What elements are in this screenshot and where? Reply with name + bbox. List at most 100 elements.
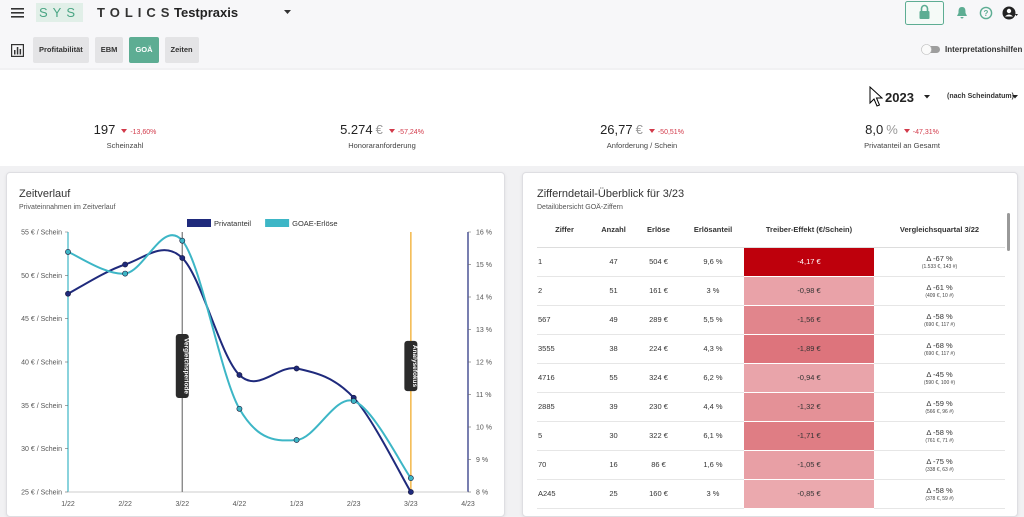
table-cell: 4,3 % [682,334,744,364]
table-cell: 4716 [537,363,592,393]
column-header: Erlöse [635,213,682,248]
x-tick-label: 2/22 [118,501,132,508]
comparison-detail: (761 €, 71 #) [925,437,954,444]
chart-card: Zeitverlauf Privateinnahmen im Zeitverla… [6,172,505,517]
comparison-detail: (566 €, 96 #) [925,408,954,415]
chart-icon[interactable] [11,44,24,57]
kpi-line: 26,77 € -50,51% [522,122,762,139]
practice-selector[interactable]: Testpraxis [174,5,239,20]
table-cell: 160 € [635,479,682,509]
data-point [293,365,300,372]
scrollbar[interactable] [1007,213,1010,251]
table-cell: 5 [537,421,592,451]
comparison-cell: Δ -68 % (690 €, 117 #) [874,334,1005,364]
dropdown-caret[interactable] [1012,95,1019,100]
period-selector[interactable]: 2023 [885,90,914,105]
tab-bar: Profitabilität EBM GOÄ Zeiten [33,37,199,63]
svg-text:?: ? [984,9,989,18]
table-cell: 504 € [635,247,682,277]
dropdown-caret[interactable] [284,10,292,15]
table-row: A245 25 160 €3 % -0,85 € Δ -58 % (378 €, 59 #… [537,479,1005,509]
table-cell: 230 € [635,392,682,422]
table-cell: -1,71 € [744,421,874,451]
trend-arrow [121,128,128,133]
comparison-delta: Δ -58 % [926,485,953,495]
comparison-cell: Δ -59 % (566 €, 96 #) [874,392,1005,422]
table-cell: 2885 [537,392,592,422]
column-header: Erlösanteil [682,213,744,248]
data-point [236,405,243,412]
y2-tick-label: 14 % [476,295,492,302]
kpi-change: -13,60% [130,129,157,136]
card-subtitle: Detailübersicht GOÄ-Ziffern [537,204,623,211]
table-cell: 161 € [635,276,682,306]
table-cell: -4,17 € [744,247,874,277]
kpi-panel [0,70,1024,166]
table-cell: 55 [592,363,635,393]
tab[interactable]: EBM [94,37,124,63]
tab[interactable]: GOÄ [129,37,159,63]
dropdown-caret[interactable] [924,95,931,100]
menu-button[interactable] [11,7,25,19]
kpi-label: Honoraranforderung [348,141,416,150]
table-cell: 4,4 % [682,392,744,422]
y2-tick-label: 8 % [476,490,488,497]
card-title: Zeitverlauf [19,188,71,200]
y-tick-label: 45 € / Schein [21,316,62,323]
y2-tick-label: 12 % [476,360,492,367]
comparison-delta: Δ -45 % [926,369,953,379]
tab[interactable]: Zeiten [164,37,199,63]
table-cell: -0,98 € [744,276,874,306]
basis-selector[interactable]: (nach Scheindatum) [947,93,1014,100]
table-cell: 47 [592,247,635,277]
table-cell: 6,1 % [682,421,744,451]
notifications[interactable] [956,6,968,20]
comparison-detail: (338 €, 63 #) [925,466,954,473]
toggle-label[interactable]: Interpretationshilfen [945,45,1023,54]
table-cell: 3 % [682,479,744,509]
column-header: Ziffer [537,213,592,248]
comparison-delta: Δ -59 % [926,398,953,408]
comparison-detail: (690 €, 117 #) [924,321,955,328]
comparison-delta: Δ -58 % [926,427,953,437]
table-cell: 5,5 % [682,305,744,335]
help[interactable]: ? [979,6,993,20]
kpi-label: Scheinzahl [106,141,144,150]
annotation-box [175,334,189,398]
comparison-delta: Δ -75 % [926,456,953,466]
comparison-cell: Δ -58 % (761 €, 71 #) [874,421,1005,451]
user-menu[interactable] [1002,5,1018,21]
table-row: 5 30 322 €6,1 % -1,71 € Δ -58 % (761 €, 71 #) [537,421,1005,451]
x-tick-label: 3/22 [175,501,189,508]
kpi-value: 26,77 [600,122,633,137]
y-tick-label: 35 € / Schein [21,403,62,410]
legend-label: GOAE-Erlöse [292,219,337,228]
x-tick-label: 4/22 [233,501,247,508]
data-point [236,372,243,378]
comparison-cell: Δ -58 % (690 €, 117 #) [874,305,1005,335]
kpi-unit: % [886,122,898,137]
y2-tick-label: 9 % [476,457,488,464]
table-cell: 16 [592,450,635,480]
trend-arrow [388,128,395,133]
data-point [65,290,71,297]
table-cell: -0,85 € [744,479,874,509]
column-header: Vergleichsquartal 3/22 [874,213,1005,248]
table-cell: 322 € [635,421,682,451]
kpi-change: -57,24% [397,129,424,136]
comparison-cell: Δ -75 % (338 €, 63 #) [874,450,1005,480]
legend-swatch [265,219,290,227]
table-cell: -0,94 € [744,363,874,393]
table-cell: -1,56 € [744,305,874,335]
table-cell: -1,89 € [744,334,874,364]
series-line [67,249,412,493]
lock-button[interactable] [905,1,944,25]
table-cell: 38 [592,334,635,364]
y2-tick-label: 11 % [476,392,491,399]
tab[interactable]: Profitabilität [33,37,89,63]
table-row: 2 51 161 €3 % -0,98 € Δ -61 % (409 €, 10 #) [537,276,1005,306]
toggle[interactable] [921,44,941,55]
kpi-line: 197 -13,60% [5,122,245,139]
kpi-change: -50,51% [657,129,684,136]
